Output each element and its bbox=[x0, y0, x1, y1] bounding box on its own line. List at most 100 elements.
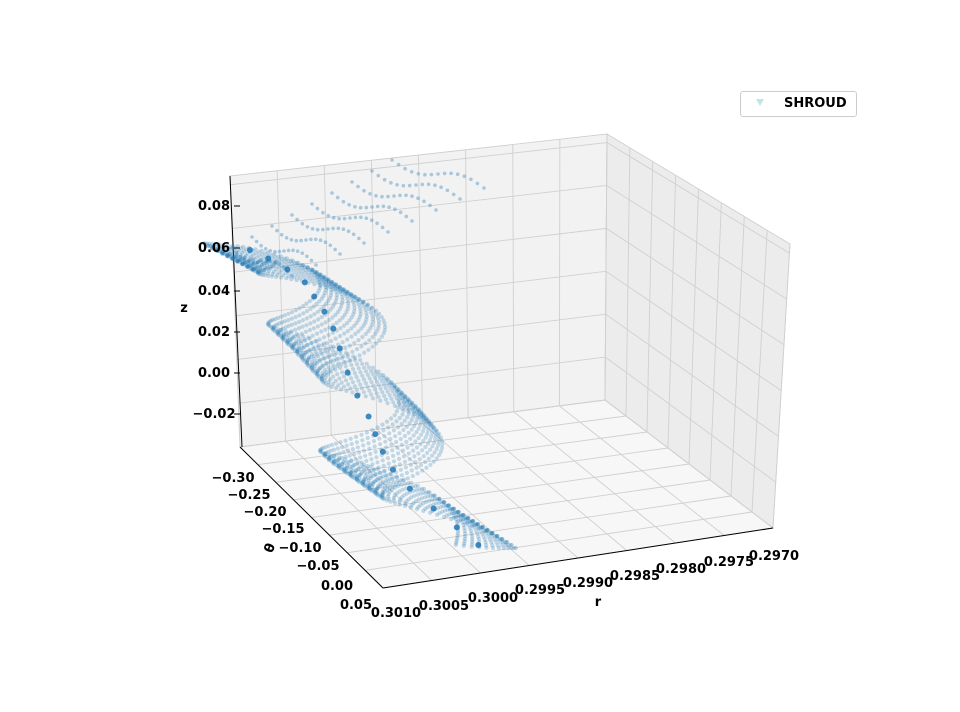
data-point bbox=[316, 276, 321, 282]
data-point bbox=[391, 475, 396, 480]
data-point bbox=[346, 472, 352, 477]
data-point bbox=[396, 405, 401, 410]
data-point bbox=[328, 369, 333, 375]
data-point bbox=[270, 256, 275, 261]
data-point bbox=[443, 503, 448, 508]
grid-line bbox=[329, 479, 711, 536]
data-point bbox=[381, 490, 386, 496]
data-point bbox=[387, 489, 392, 494]
data-point bbox=[342, 468, 347, 473]
data-point bbox=[228, 245, 233, 250]
data-point bbox=[327, 354, 332, 359]
data-point bbox=[430, 444, 435, 449]
data-point bbox=[305, 361, 310, 366]
data-point bbox=[273, 316, 278, 322]
data-point bbox=[302, 337, 307, 342]
data-point bbox=[398, 467, 403, 472]
data-point bbox=[322, 367, 328, 373]
data-point bbox=[412, 454, 417, 459]
data-point bbox=[328, 360, 333, 365]
data-point bbox=[242, 260, 247, 265]
data-point bbox=[351, 299, 356, 304]
data-point bbox=[384, 498, 389, 503]
z-tick-label: −0.02 bbox=[193, 407, 236, 422]
data-point bbox=[356, 298, 361, 303]
data-point bbox=[216, 244, 222, 249]
data-point bbox=[356, 317, 361, 323]
data-point bbox=[472, 523, 477, 528]
data-point bbox=[415, 492, 420, 497]
data-point bbox=[365, 472, 370, 477]
data-point bbox=[379, 493, 384, 498]
data-point bbox=[340, 288, 345, 293]
data-point bbox=[349, 473, 354, 478]
data-point bbox=[366, 484, 372, 489]
data-point bbox=[418, 412, 423, 417]
data-point bbox=[286, 323, 291, 328]
data-point bbox=[251, 252, 256, 257]
data-point bbox=[332, 454, 337, 459]
data-point bbox=[318, 282, 323, 287]
data-point bbox=[268, 266, 273, 271]
data-point bbox=[269, 252, 274, 258]
data-point bbox=[416, 426, 421, 431]
data-point bbox=[238, 254, 243, 259]
theta-tick-label: −0.25 bbox=[228, 488, 271, 503]
data-point bbox=[255, 260, 260, 265]
data-point bbox=[374, 341, 379, 346]
data-point bbox=[260, 272, 265, 277]
data-point bbox=[232, 247, 237, 252]
data-point bbox=[398, 210, 403, 215]
data-point bbox=[435, 432, 441, 437]
data-point bbox=[378, 470, 383, 475]
data-point bbox=[393, 482, 398, 487]
data-point bbox=[386, 425, 391, 430]
data-point bbox=[348, 291, 353, 297]
data-point bbox=[279, 320, 284, 325]
data-point bbox=[453, 517, 458, 522]
surface-trace-point bbox=[379, 448, 386, 455]
data-point bbox=[396, 483, 401, 489]
data-point bbox=[426, 456, 431, 461]
data-point bbox=[305, 265, 310, 270]
data-point bbox=[329, 458, 334, 464]
data-point bbox=[365, 302, 370, 307]
data-point bbox=[305, 342, 310, 347]
data-point bbox=[329, 290, 334, 295]
data-point bbox=[317, 285, 322, 290]
axis-ticks: −0.020.000.020.040.060.08−0.30−0.25−0.20… bbox=[193, 199, 800, 621]
data-point bbox=[326, 278, 331, 283]
data-point bbox=[250, 264, 255, 269]
data-point bbox=[399, 421, 404, 427]
data-point bbox=[359, 326, 364, 331]
grid-line bbox=[772, 243, 791, 529]
data-point bbox=[452, 510, 457, 515]
data-point bbox=[227, 251, 233, 257]
data-point bbox=[315, 274, 320, 279]
data-point bbox=[369, 457, 374, 462]
data-point bbox=[245, 264, 250, 269]
data-point bbox=[251, 266, 256, 271]
data-point bbox=[282, 333, 287, 338]
data-point bbox=[382, 177, 387, 182]
data-point bbox=[286, 338, 291, 343]
data-point bbox=[305, 254, 309, 259]
data-point bbox=[308, 348, 313, 353]
data-point bbox=[371, 473, 376, 479]
data-point bbox=[355, 461, 360, 467]
data-point bbox=[437, 497, 442, 502]
data-point bbox=[229, 256, 235, 261]
data-point bbox=[296, 333, 301, 338]
grid-line bbox=[231, 185, 787, 300]
data-point bbox=[334, 292, 339, 297]
data-point bbox=[482, 537, 487, 542]
data-point bbox=[378, 386, 383, 391]
data-point bbox=[304, 309, 310, 314]
data-point bbox=[334, 289, 339, 294]
data-point bbox=[467, 519, 472, 524]
data-point bbox=[364, 205, 369, 210]
data-point bbox=[265, 271, 271, 276]
data-point bbox=[423, 459, 428, 465]
data-point bbox=[392, 386, 397, 391]
data-point bbox=[301, 274, 306, 280]
